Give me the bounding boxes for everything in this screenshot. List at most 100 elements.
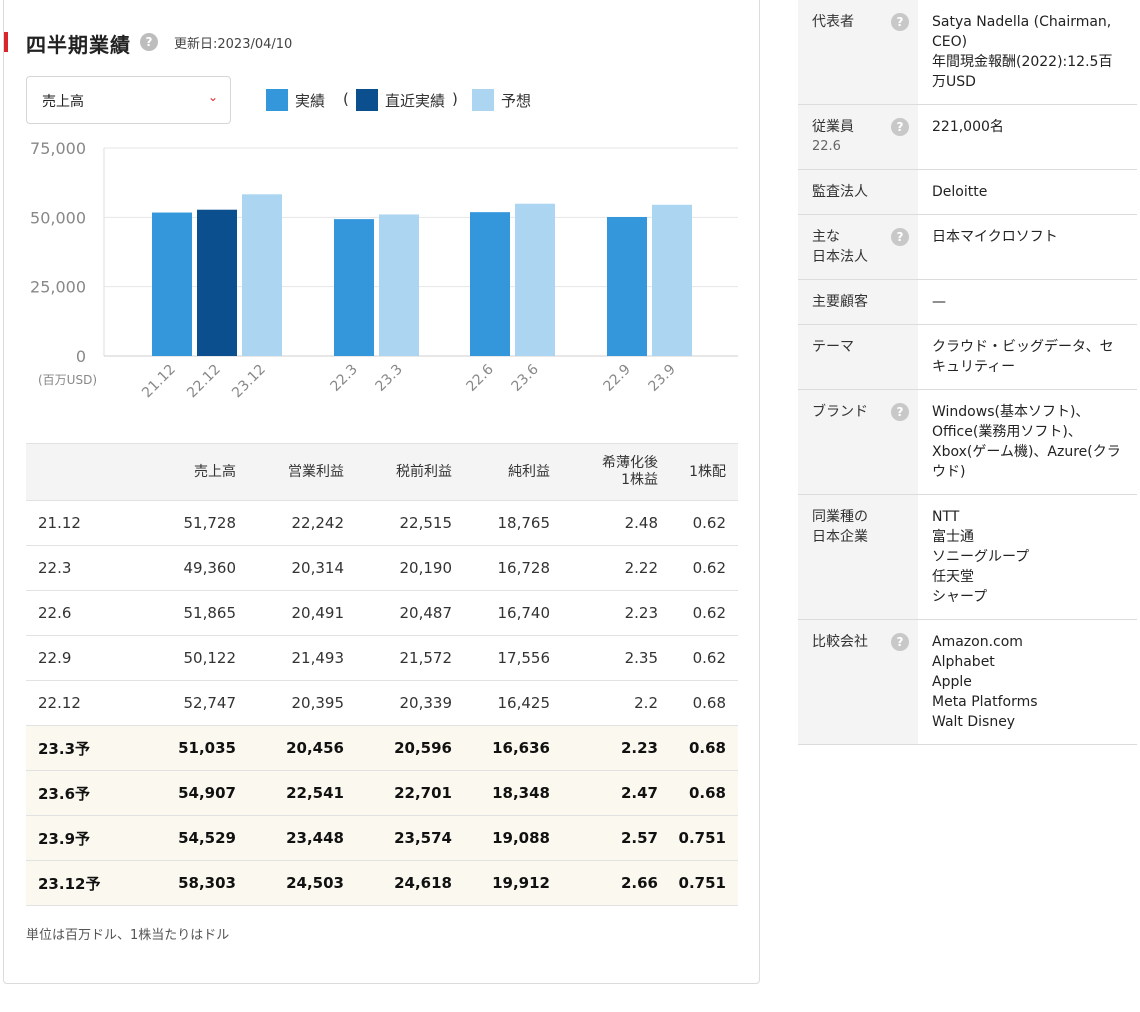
info-key-label: 比較会社 — [812, 634, 868, 650]
table-cell: 0.751 — [670, 815, 738, 861]
title-accent-bar — [4, 32, 8, 52]
table-row: 22.6 51,865 20,491 20,487 16,740 2.23 0.62 — [26, 590, 738, 636]
table-cell: 24,503 — [248, 860, 356, 906]
company-info-table: 代表者? Satya Nadella (Chairman, CEO) 年間現金報酬(… — [798, 0, 1137, 745]
info-value-line: 富士通 — [932, 529, 974, 545]
info-key: 同業種の 日本企業 — [798, 494, 918, 620]
info-value-line: Walt Disney — [932, 714, 1016, 730]
table-cell: 2.57 — [562, 815, 670, 861]
info-key: 主要顧客 — [798, 279, 918, 325]
row-period: 23.12予 — [26, 860, 156, 906]
x-tick-label: 22.3 — [327, 362, 360, 395]
updated-date: 更新日:2023/04/10 — [174, 37, 293, 52]
table-row: 23.6予 54,907 22,541 22,701 18,348 2.47 0.68 — [26, 770, 738, 816]
table-row: 22.9 50,122 21,493 21,572 17,556 2.35 0.62 — [26, 635, 738, 681]
info-value-line: 日本マイクロソフト — [932, 229, 1058, 245]
table-cell: 2.66 — [562, 860, 670, 906]
table-cell: 0.68 — [670, 770, 738, 816]
table-cell: 23,448 — [248, 815, 356, 861]
legend-label-recent: 直近実績 — [385, 92, 446, 110]
y-tick-label: 75,000 — [30, 140, 86, 158]
help-icon[interactable]: ? — [891, 118, 909, 136]
info-key-label: ブランド — [812, 404, 868, 420]
info-row: ブランド? Windows(基本ソフト)、Office(業務用ソフト)、Xbox(… — [798, 389, 1137, 495]
info-row: 従業員 22.6? 221,000名 — [798, 104, 1137, 170]
table-cell: 0.751 — [670, 860, 738, 906]
x-tick-label: 22.6 — [463, 361, 496, 394]
info-value-line: Apple — [932, 674, 972, 690]
row-period: 23.3予 — [26, 725, 156, 771]
table-header-row: 売上高 営業利益 税前利益 純利益 希薄化後 1株益 1株配 — [26, 443, 738, 501]
table-cell: 16,728 — [464, 545, 562, 591]
x-tick-label: 23.3 — [372, 362, 405, 395]
info-value-line: 年間現金報酬(2022):12.5百万USD — [932, 54, 1113, 90]
table-cell: 0.62 — [670, 590, 738, 636]
table-header-cell: 純利益 — [464, 443, 562, 501]
info-value: Deloitte — [918, 169, 1137, 215]
bar-22.6 — [470, 212, 510, 356]
info-row: テーマ クラウド・ビッグデータ、セキュリティー — [798, 324, 1137, 390]
info-key: 従業員 22.6? — [798, 104, 918, 170]
sales-bar-chart: 0 25,000 50,000 75,000 (百万USD) 21.12 22.12 23.1… — [30, 140, 738, 402]
y-tick-label: 50,000 — [30, 208, 86, 227]
legend-swatch-forecast — [472, 89, 494, 111]
info-value: Satya Nadella (Chairman, CEO) 年間現金報酬(2022… — [918, 0, 1137, 105]
info-key-label: 代表者 — [812, 14, 854, 30]
info-key: ブランド? — [798, 389, 918, 495]
info-value-line: 任天堂 — [932, 569, 974, 585]
bar-23.9 — [652, 204, 692, 356]
row-period: 22.9 — [26, 635, 156, 681]
table-header-cell: 営業利益 — [248, 443, 356, 501]
table-cell: 2.47 — [562, 770, 670, 816]
section-header: 四半期業績 ? 更新日:2023/04/10 — [4, 29, 744, 57]
info-value: — — [918, 279, 1137, 325]
info-key-label: 監査法人 — [812, 184, 868, 200]
help-icon[interactable]: ? — [891, 228, 909, 246]
row-period: 22.12 — [26, 680, 156, 726]
info-key: 監査法人 — [798, 169, 918, 215]
table-row: 23.3予 51,035 20,456 20,596 16,636 2.23 0.68 — [26, 725, 738, 771]
info-value: Amazon.com Alphabet Apple Meta Platforms Wal… — [918, 619, 1137, 745]
metric-select[interactable]: 売上高 ⌄ — [26, 76, 231, 124]
table-row: 22.12 52,747 20,395 20,339 16,425 2.2 0.68 — [26, 680, 738, 726]
table-cell: 0.68 — [670, 725, 738, 771]
quarterly-results-panel: 四半期業績 ? 更新日:2023/04/10 売上高 ⌄ 実績 ( 直近実績 )… — [3, 0, 760, 984]
metric-select-value: 売上高 — [42, 94, 84, 110]
table-cell: 22,541 — [248, 770, 356, 816]
info-value-line: Amazon.com — [932, 634, 1023, 650]
x-tick-label: 22.12 — [184, 362, 224, 402]
legend-close-paren: ) — [452, 90, 458, 108]
table-cell: 2.23 — [562, 590, 670, 636]
legend-swatch-recent — [356, 89, 378, 111]
help-icon[interactable]: ? — [140, 33, 158, 51]
info-value-line: クラウド・ビッグデータ、セキュリティー — [932, 339, 1114, 375]
info-value-line: Deloitte — [932, 184, 988, 200]
bar-23.3 — [379, 214, 419, 356]
table-header-cell: 売上高 — [156, 443, 248, 501]
table-header-cell — [26, 443, 156, 501]
info-value: クラウド・ビッグデータ、セキュリティー — [918, 324, 1137, 390]
table-cell: 20,491 — [248, 590, 356, 636]
table-cell: 18,765 — [464, 500, 562, 546]
row-period: 22.3 — [26, 545, 156, 591]
table-cell: 2.23 — [562, 725, 670, 771]
info-value-line: ソニーグループ — [932, 549, 1030, 565]
bar-23.6 — [515, 203, 555, 356]
info-key: テーマ — [798, 324, 918, 390]
table-cell: 22,515 — [356, 500, 464, 546]
table-cell: 54,907 — [156, 770, 248, 816]
help-icon[interactable]: ? — [891, 403, 909, 421]
table-cell: 2.22 — [562, 545, 670, 591]
table-header-cell: 税前利益 — [356, 443, 464, 501]
section-title: 四半期業績 — [26, 33, 131, 57]
table-cell: 0.62 — [670, 500, 738, 546]
chevron-down-icon: ⌄ — [207, 90, 218, 104]
table-cell: 20,339 — [356, 680, 464, 726]
help-icon[interactable]: ? — [891, 13, 909, 31]
info-value-line: シャープ — [932, 589, 988, 605]
info-row: 監査法人 Deloitte — [798, 169, 1137, 215]
help-icon[interactable]: ? — [891, 633, 909, 651]
table-cell: 51,035 — [156, 725, 248, 771]
info-value-line: NTT — [932, 509, 960, 525]
info-row: 比較会社? Amazon.com Alphabet Apple Meta Platfor… — [798, 619, 1137, 745]
